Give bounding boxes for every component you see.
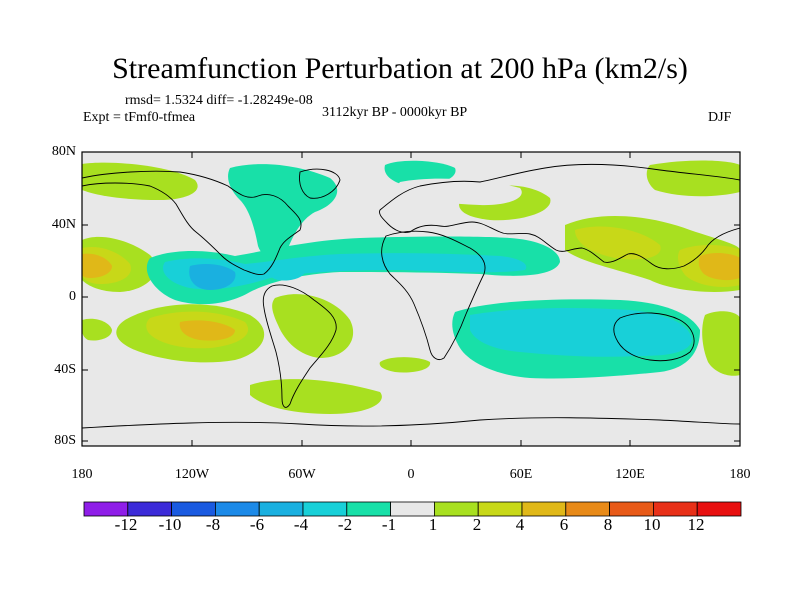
- colorbar-label: -2: [337, 515, 353, 534]
- lon-label-120e: 120E: [615, 467, 645, 482]
- coastline-eurasia: [379, 163, 740, 270]
- colorbar-swatch: [696, 501, 742, 517]
- colorbar-swatch: [477, 501, 523, 517]
- colorbar-swatch: [565, 501, 610, 517]
- lat-label-40s: 40S: [54, 362, 76, 377]
- contour-neg-caribbean: [268, 264, 305, 281]
- lon-label-180w: 180: [71, 467, 93, 482]
- colorbar-label: 6: [559, 515, 569, 534]
- lat-label-80s: 80S: [54, 433, 76, 448]
- colorbar-swatch: [214, 501, 260, 517]
- lat-label-80n: 80N: [51, 144, 76, 159]
- colorbar-label: 2: [472, 515, 482, 534]
- contour-pos-southwest-pacific: [82, 318, 112, 341]
- colorbar-swatch: [521, 501, 567, 517]
- coastline-south-america: [262, 284, 337, 408]
- coastline-north-america: [82, 170, 302, 275]
- colorbar-label: 1: [428, 515, 438, 534]
- season-label: DJF: [708, 110, 732, 125]
- stats-text: rmsd= 1.5324 diff= -1.28249e-08: [125, 93, 313, 108]
- lon-label-60w: 60W: [288, 467, 316, 482]
- colorbar-label: 12: [687, 515, 705, 534]
- colorbar-swatch: [653, 501, 698, 517]
- coastline-antarctica: [82, 417, 740, 429]
- contour-pos-west-pacific-core: [698, 252, 740, 281]
- period-label: 3112kyr BP - 0000kyr BP: [322, 105, 468, 120]
- lon-label-120w: 120W: [174, 467, 210, 482]
- axis-ticks: [81, 151, 741, 446]
- contour-pos-southeast-pacific: [702, 311, 740, 376]
- colorbar-label: -6: [249, 515, 265, 534]
- contour-neg-north-atlantic-gap: [329, 216, 380, 235]
- lat-label-0: 0: [69, 289, 76, 304]
- lon-label-60e: 60E: [509, 467, 533, 482]
- contour-pos-asia-mid: [575, 226, 661, 260]
- colorbar-swatch: [258, 501, 304, 517]
- coastline-africa: [381, 230, 486, 361]
- contour-neg-west-africa: [397, 178, 522, 206]
- colorbar-swatch: [346, 501, 391, 517]
- contour-pos-south-atlantic: [379, 357, 431, 373]
- contour-pos-south-america-east: [272, 294, 354, 358]
- coastline-greenland: [299, 168, 341, 199]
- colorbar-label: -8: [205, 515, 221, 534]
- colorbar-label: 10: [643, 515, 661, 534]
- colorbar-swatch: [127, 501, 173, 517]
- contour-neg-south-indian-mid: [470, 307, 692, 357]
- experiment-label: Expt = tFmf0-tfmea: [83, 110, 196, 125]
- contour-pos-east-pacific-core: [82, 253, 112, 278]
- contour-neg-tropical-core: [189, 264, 236, 290]
- colorbar-swatch: [390, 501, 435, 517]
- lon-label-0: 0: [407, 467, 415, 482]
- colorbar-label: -4: [293, 515, 309, 534]
- colorbar: [83, 501, 742, 517]
- contour-pos-north-siberia: [646, 160, 740, 197]
- colorbar-swatch: [433, 501, 479, 517]
- contour-neg-north-america: [228, 164, 338, 260]
- colorbar-label: -12: [114, 515, 138, 534]
- colorbar-swatch: [83, 501, 129, 517]
- colorbar-label: -1: [381, 515, 397, 534]
- contour-neg-tropical-mid: [162, 253, 527, 290]
- coastline-australia: [613, 312, 695, 362]
- contour-fills: [82, 160, 740, 414]
- colorbar-label: 8: [603, 515, 613, 534]
- lon-label-180e: 180: [729, 467, 751, 482]
- colorbar-label: 4: [515, 515, 525, 534]
- map-title: Streamfunction Perturbation at 200 hPa (…: [112, 52, 688, 85]
- contour-pos-south-pacific-core: [179, 320, 235, 341]
- colorbar-swatch: [171, 501, 216, 517]
- colorbar-swatch: [302, 501, 348, 517]
- coastlines: [82, 163, 740, 429]
- colorbar-swatch: [609, 501, 654, 517]
- lat-label-40n: 40N: [51, 217, 76, 232]
- colorbar-label: -10: [158, 515, 182, 534]
- contour-pos-north-pacific: [82, 162, 198, 200]
